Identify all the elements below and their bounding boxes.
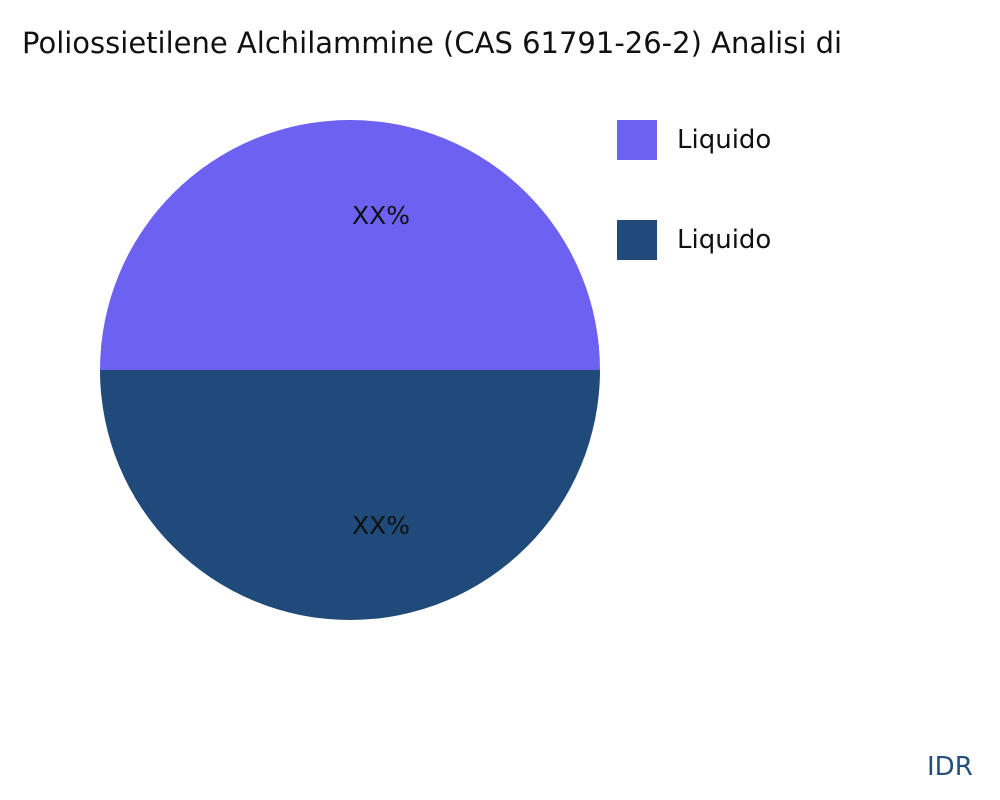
watermark-logo: IDR <box>927 752 973 782</box>
legend-item: Liquido <box>617 220 771 260</box>
chart-title: Poliossietilene Alchilammine (CAS 61791-… <box>22 26 843 60</box>
pie-slice <box>100 120 600 370</box>
legend-swatch <box>617 220 657 260</box>
legend-label: Liquido <box>677 125 772 155</box>
pie-slice <box>100 370 600 620</box>
slice-data-label: XX% <box>352 201 410 230</box>
slice-data-label: XX% <box>352 511 410 540</box>
legend-label: Liquido <box>677 225 772 255</box>
legend-swatch <box>617 120 657 160</box>
legend-item: Liquido <box>617 120 771 160</box>
